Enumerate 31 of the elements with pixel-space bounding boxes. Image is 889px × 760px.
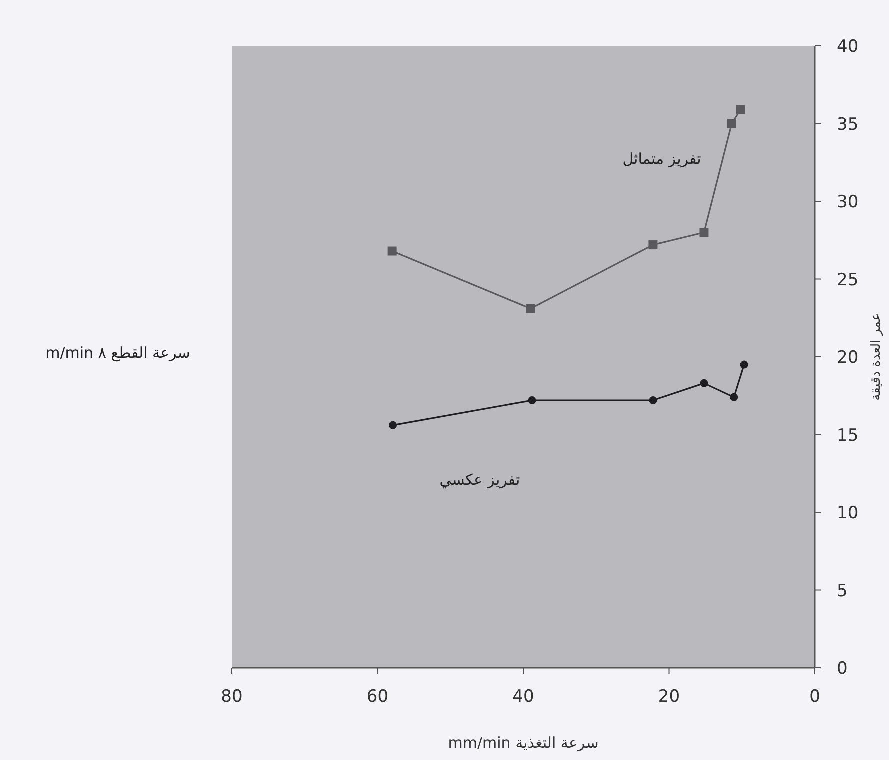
y-tick-label: 25 [837, 270, 859, 290]
y-tick-label: 0 [837, 659, 848, 679]
x-axis-title: سرعة التغذية mm/min [448, 734, 599, 752]
x-tick-label: 20 [658, 687, 680, 707]
y-tick-label: 5 [837, 581, 848, 602]
y-tick-label: 20 [837, 348, 859, 368]
point [649, 396, 658, 405]
annotation: تفريز متماثل [622, 150, 702, 168]
point [648, 240, 658, 250]
y-tick-label: 35 [837, 114, 859, 135]
x-tick-label: 0 [810, 687, 820, 707]
text: سرعة القطع ٨ m/min [46, 344, 190, 362]
point [730, 393, 738, 402]
point [526, 304, 536, 314]
annotation: تفريز عكسي [440, 471, 520, 489]
point [700, 379, 708, 388]
point [388, 246, 397, 256]
point [528, 396, 536, 405]
y-axis-title: عمر العدة دقيقة [869, 313, 884, 401]
point [736, 105, 746, 114]
point [389, 421, 398, 430]
y-tick-label: 10 [837, 504, 859, 524]
x-tick-label: 60 [366, 687, 389, 707]
point [740, 360, 748, 369]
y-tick-label: 15 [837, 426, 859, 446]
y-tick-label: 40 [837, 37, 859, 57]
x-tick-label: 80 [221, 687, 243, 707]
point [700, 228, 709, 238]
point [727, 119, 736, 128]
x-tick-label: 40 [512, 687, 534, 707]
y-tick-label: 30 [837, 192, 859, 212]
